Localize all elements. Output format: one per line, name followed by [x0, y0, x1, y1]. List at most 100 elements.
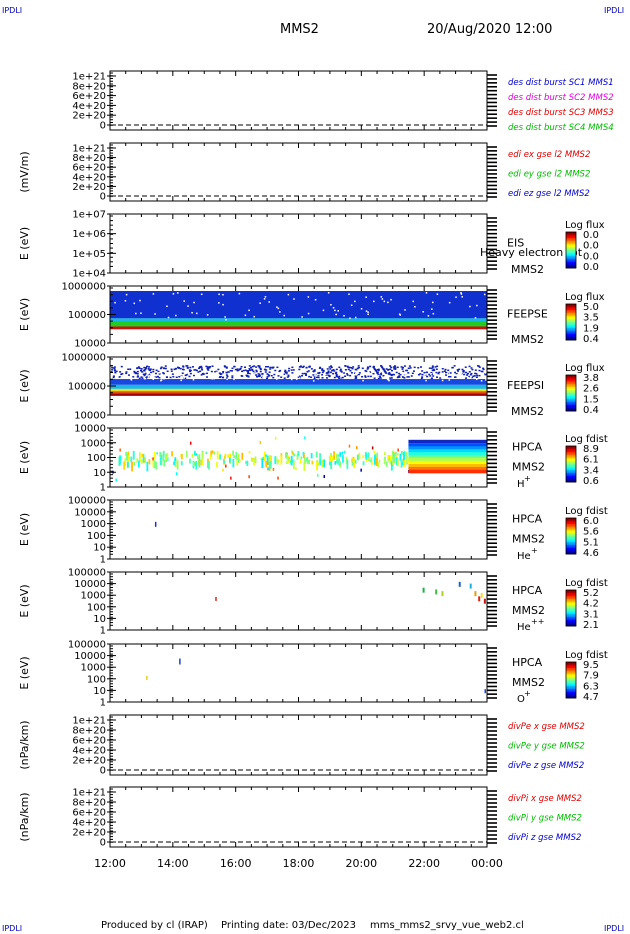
feepsi-cbar-cell [566, 393, 576, 395]
feepsi-noise [200, 374, 203, 376]
feepsi-noise [331, 369, 334, 372]
feepsi-speck [130, 378, 132, 380]
hpca-he2-cbar-cell [566, 590, 576, 592]
feepsi-noise [466, 372, 469, 375]
hpca-h-ytick-label: 100 [87, 453, 106, 464]
hpca-h-column [228, 457, 231, 463]
feepsi-noise [411, 372, 414, 375]
hpca-o-ytick-label: 1000 [81, 663, 106, 674]
feepsi-noise [164, 367, 167, 370]
hpca-h-column [142, 453, 145, 463]
hpca-h-column [195, 453, 198, 456]
feepsi-noise [182, 366, 185, 368]
hpca-h-column [126, 453, 128, 461]
feepsi-noise [468, 365, 471, 368]
hpca-h-column [365, 453, 368, 460]
feepsi-noise [335, 371, 338, 374]
feepsi-cbar-cell [566, 406, 576, 409]
eis-cbar-title: Log flux [565, 220, 605, 231]
edi-e-ytick-label: 6e+20 [72, 163, 106, 174]
feepsi-noise [264, 366, 267, 368]
feepsi-noise [325, 377, 328, 379]
hpca-h-column [248, 450, 251, 454]
hpca-h-column [367, 452, 370, 458]
feepsi-noise [135, 372, 138, 375]
feepsi-noise [373, 365, 376, 368]
feepsi-noise [140, 368, 143, 370]
hpca-h-column [310, 453, 313, 459]
feepsi-noise [435, 371, 438, 374]
hpca-h-column [180, 461, 183, 466]
feepsi-noise [377, 377, 380, 380]
feepsi-speck [403, 374, 405, 377]
eis-frame [109, 213, 488, 274]
hpca-h-cbar-cell [566, 458, 576, 460]
hpca-h-speck [115, 478, 117, 482]
feepsi-speck [211, 378, 214, 380]
feepsi-noise [390, 373, 393, 376]
hpca-h-column [274, 456, 277, 465]
hpca-he-cbar-tick: 5.1 [583, 537, 599, 548]
hpca-h-column [323, 459, 326, 468]
des-dist-ytick-label: 2e+20 [72, 111, 106, 122]
hpca-he-cbar-tick: 6.0 [583, 516, 599, 527]
eis-spacecraft: MMS2 [511, 263, 544, 276]
hpca-h-cbar-cell [566, 459, 576, 462]
feepsi-noise [169, 376, 172, 379]
hpca-he2-cbar-tick: 2.1 [583, 620, 599, 631]
feepse-band-red [110, 326, 487, 330]
hpca-he2-cbar-cell [566, 617, 576, 619]
feepsi-noise [464, 366, 467, 368]
feepsi-noise [166, 370, 169, 373]
feepsi-noise [258, 366, 261, 369]
feepsi-noise [321, 371, 324, 374]
feepse-speck [483, 293, 486, 296]
feepsi-noise [432, 375, 435, 377]
feepsi-noise [469, 374, 472, 376]
feepsi-noise [266, 365, 269, 368]
feepse-speck [301, 316, 303, 318]
feepse-cbar-cell [566, 325, 576, 327]
feepsi-noise [273, 373, 276, 376]
feepsi-noise [326, 368, 329, 370]
hpca-h-burst-layer [408, 463, 487, 468]
feepsi-noise [246, 375, 249, 377]
feepsi-noise [410, 375, 413, 377]
feepsi-speck [401, 371, 404, 374]
eis-cbar-cell [566, 251, 576, 254]
feepse-speck [367, 311, 369, 313]
hpca-h-column [341, 451, 344, 455]
feepsi-speck [312, 372, 314, 374]
feepsi-noise [385, 372, 388, 374]
feepsi-noise [134, 371, 137, 374]
hpca-h-column [155, 461, 158, 470]
divpi-ytick-label: 2e+20 [72, 828, 106, 839]
feepsi-noise [253, 365, 256, 367]
hpca-h-ytick-label: 1 [100, 483, 106, 494]
feepse-cbar-cell [566, 338, 576, 341]
feepsi-speck [226, 378, 228, 380]
feepsi-cbar-cell [566, 399, 576, 401]
hpca-h-column [250, 457, 253, 462]
divpe-ytick-label: 1e+21 [72, 716, 106, 727]
feepsi-noise [369, 371, 372, 373]
feepsi-noise [339, 368, 342, 371]
feepsi-noise [305, 374, 308, 377]
edi-e-ytick-label: 8e+20 [72, 153, 106, 164]
hpca-he-ytick-label: 1 [100, 555, 106, 566]
feepsi-noise [466, 374, 469, 376]
feepsi-noise [477, 365, 480, 367]
feepsi-noise [401, 368, 404, 370]
hpca-he-cbar-cell [566, 546, 576, 549]
hpca-h-column [139, 452, 141, 462]
feepsi-noise [456, 369, 459, 371]
feepsi-noise [133, 371, 136, 374]
eis-cbar-cell [566, 260, 576, 263]
feepsi-noise [322, 370, 325, 372]
feepse-cbar-cell [566, 332, 576, 335]
feepsi-noise [254, 374, 257, 376]
feepsi-noise [346, 374, 349, 376]
hpca-h-column [160, 459, 163, 466]
feepsi-noise [113, 366, 116, 368]
